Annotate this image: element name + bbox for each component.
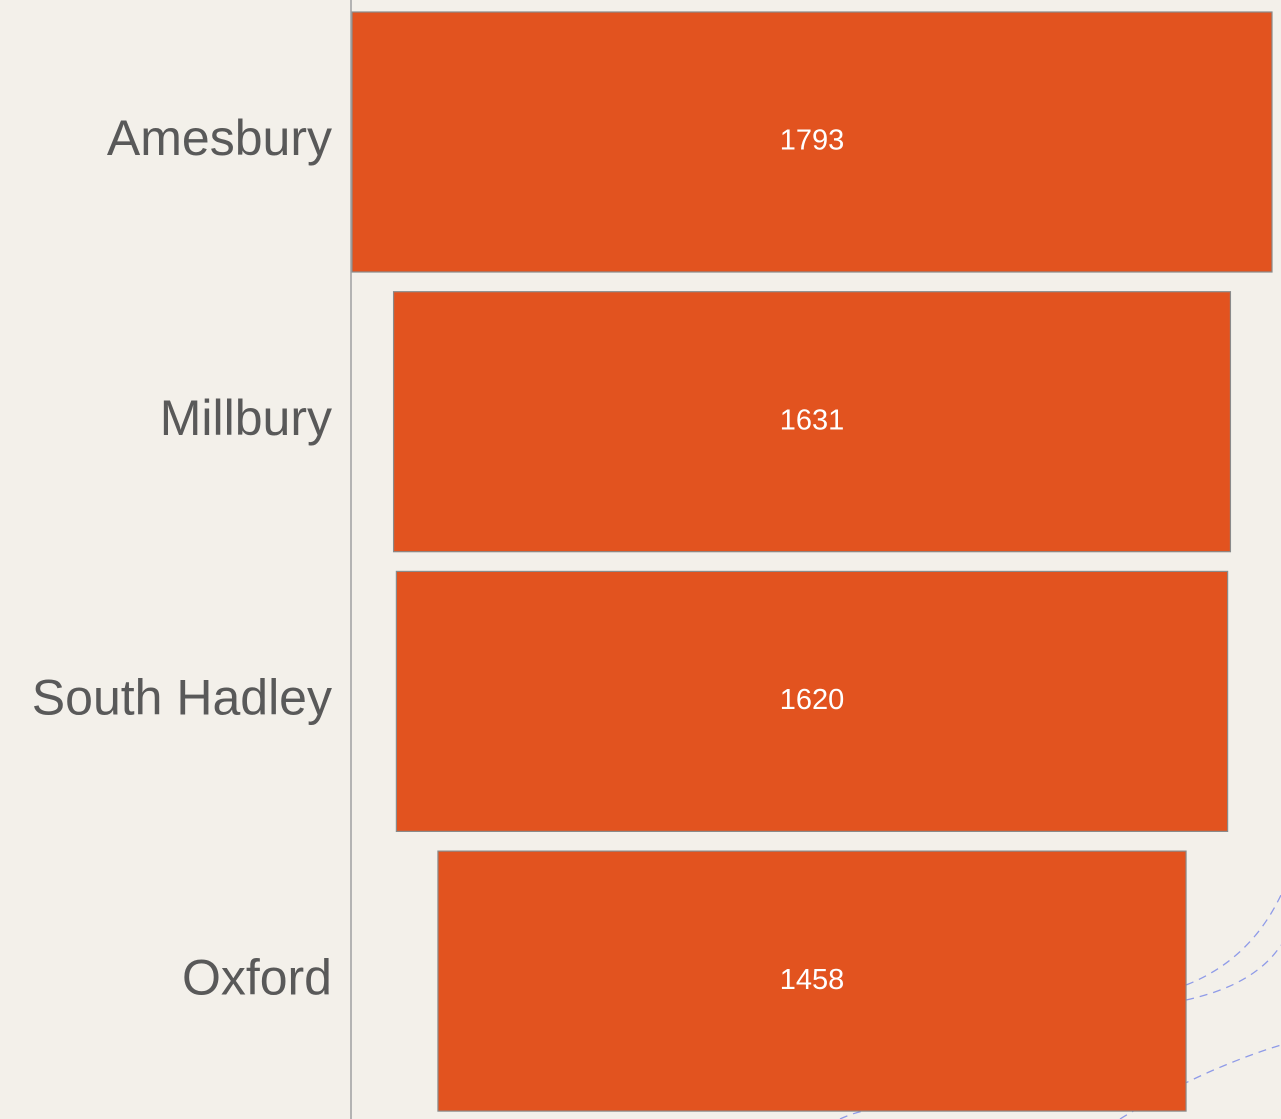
funnel-bar: [351, 11, 1273, 273]
funnel-bar: [392, 291, 1232, 553]
value-label: 1458: [780, 964, 845, 996]
category-label: Millbury: [160, 390, 332, 446]
value-label: 1793: [780, 125, 845, 157]
funnel-bar: [395, 570, 1229, 833]
decor-line: [1185, 894, 1281, 986]
category-label: South Hadley: [32, 670, 332, 726]
funnel-bar: [437, 850, 1187, 1112]
category-label: Amesbury: [107, 110, 332, 166]
value-label: 1620: [780, 684, 845, 716]
decor-line: [1185, 944, 1281, 1001]
category-label: Oxford: [182, 949, 332, 1005]
value-label: 1631: [780, 404, 845, 436]
